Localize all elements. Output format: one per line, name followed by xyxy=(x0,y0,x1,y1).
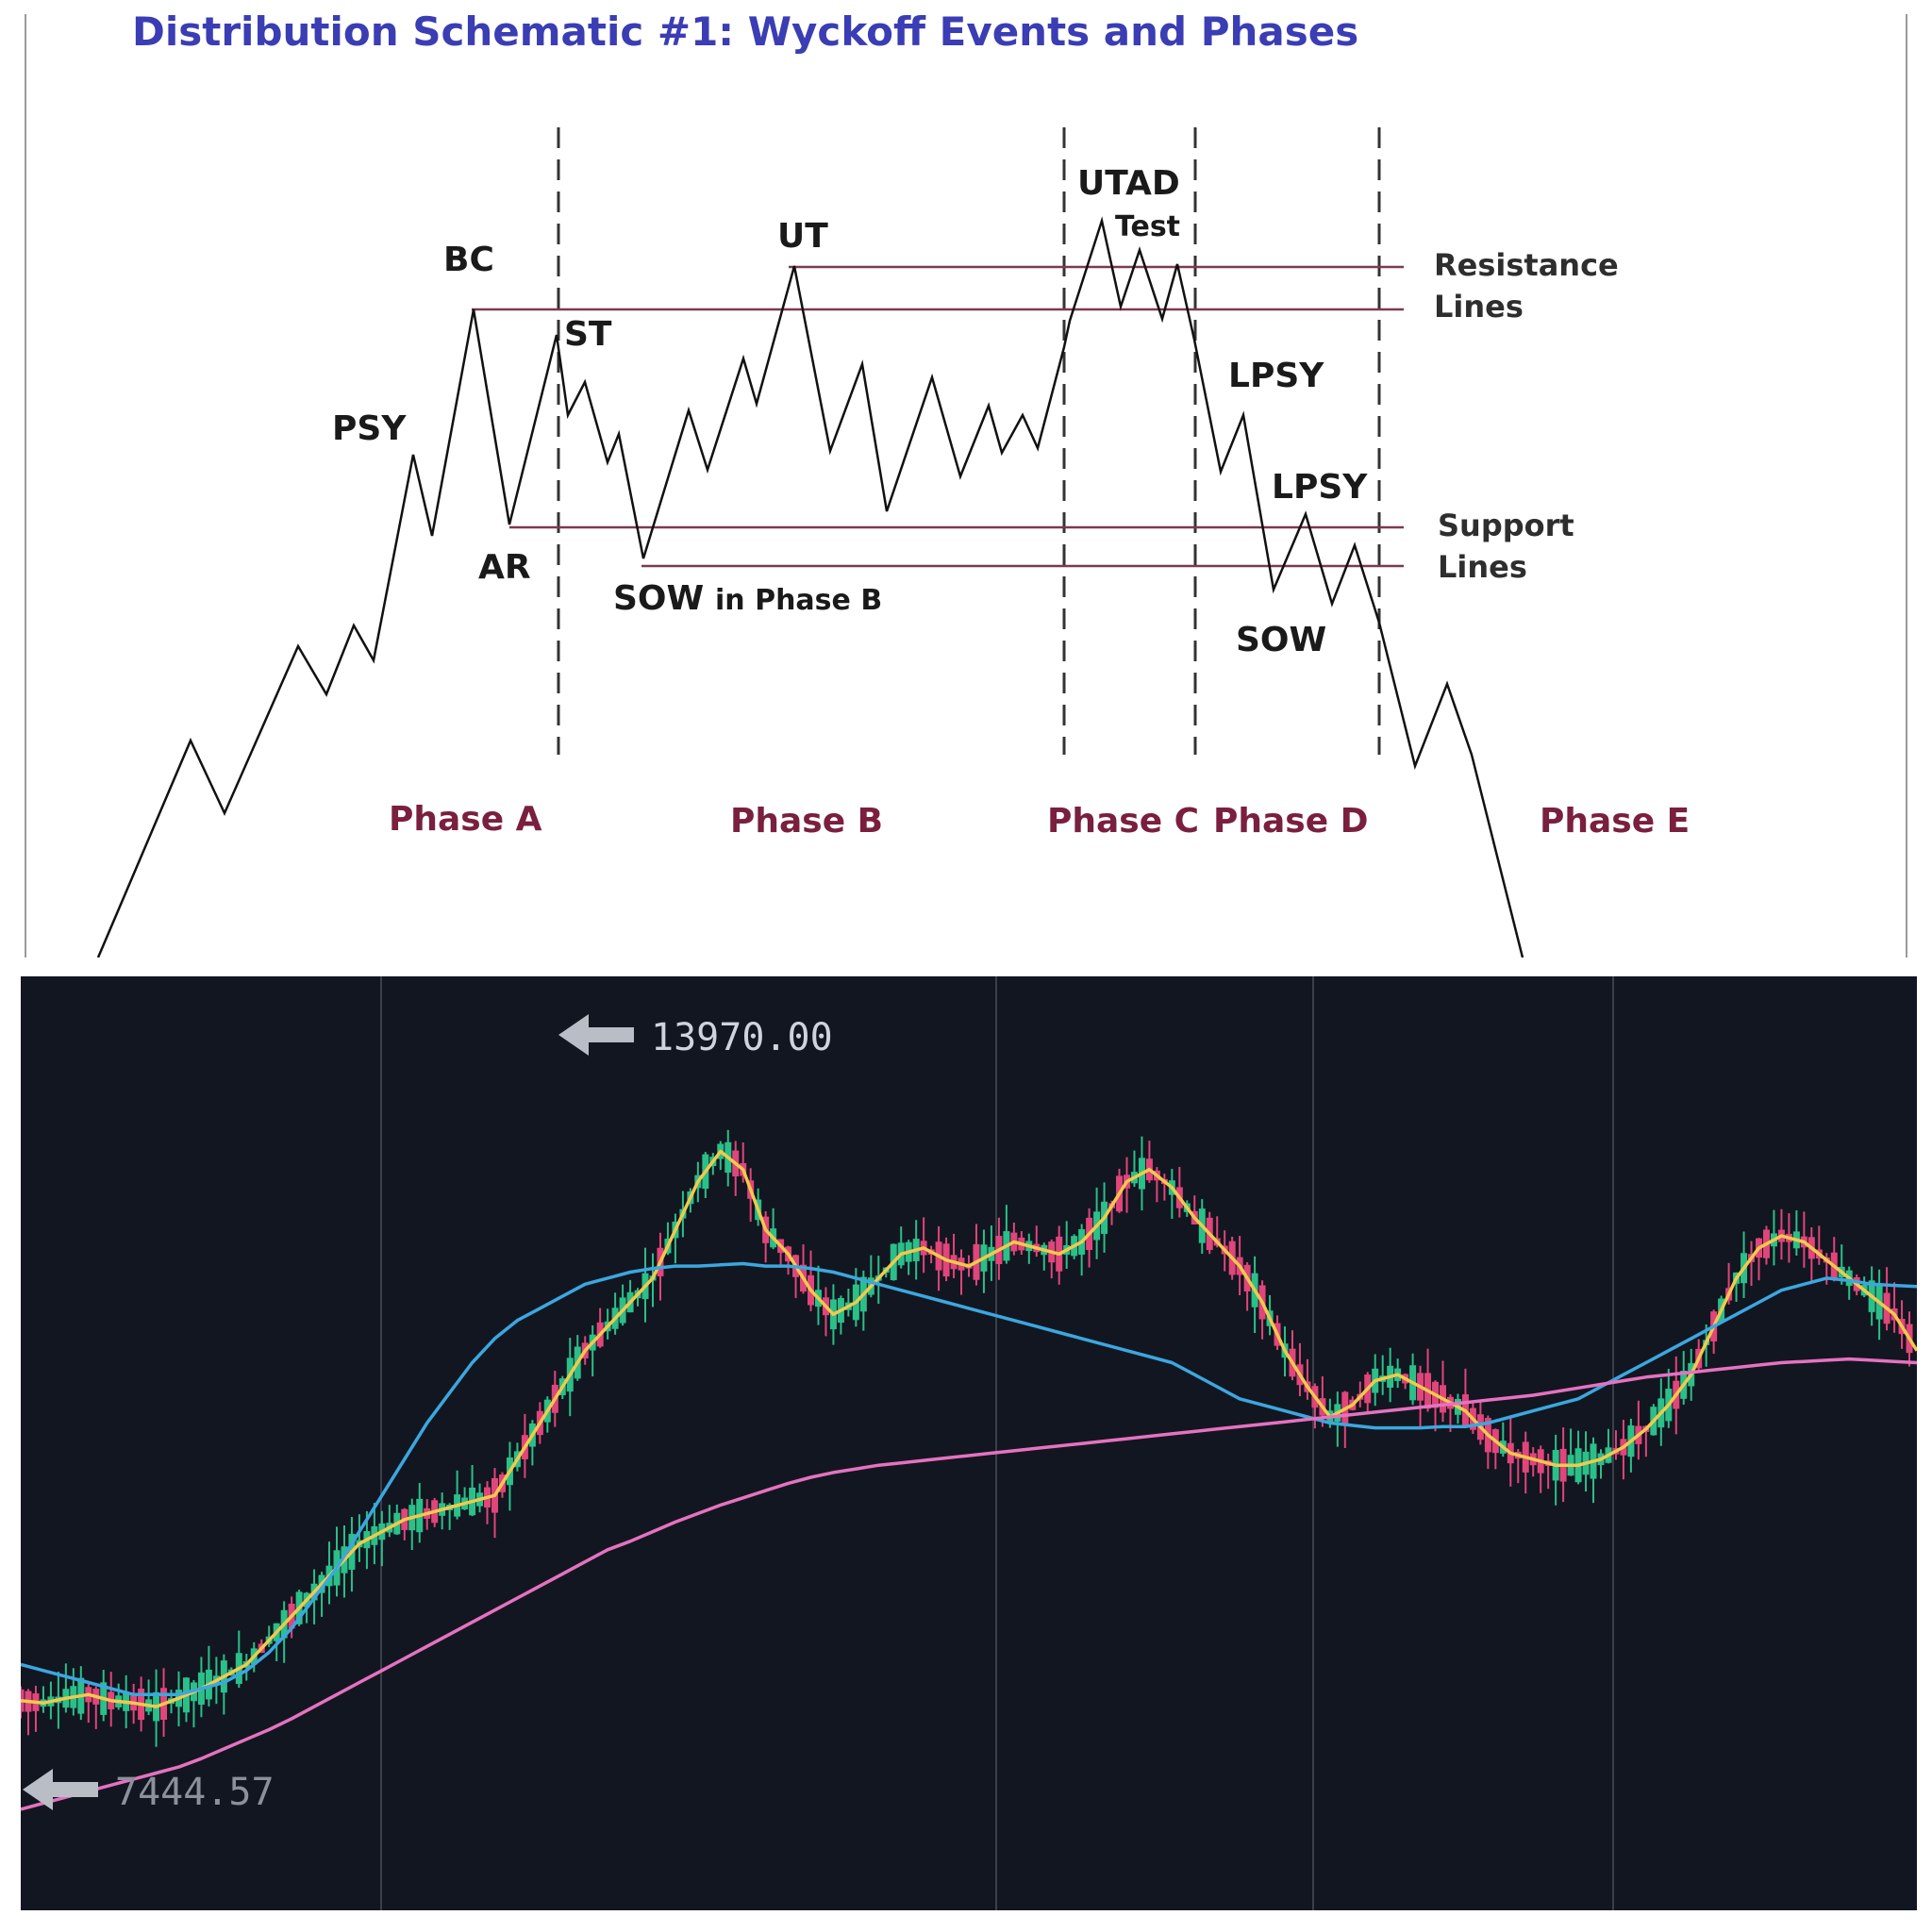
low-price-label: 7444.57 xyxy=(115,1771,275,1814)
high-price-annotation: 13970.00 xyxy=(558,1014,833,1059)
label-bc: BC xyxy=(443,241,494,279)
left-arrow-icon xyxy=(23,1769,98,1810)
moving-averages-layer xyxy=(21,1149,1917,1811)
high-price-label: 13970.00 xyxy=(651,1016,833,1059)
resistance-label-line1: Resistance xyxy=(1434,247,1619,283)
low-price-annotation: 7444.57 xyxy=(23,1769,275,1814)
ma-slow-line xyxy=(21,1357,1917,1811)
wyckoff-schematic: Distribution Schematic #1: Wyckoff Event… xyxy=(0,0,1932,958)
label-lpsy-2: LPSY xyxy=(1272,468,1368,507)
ma-mid-line xyxy=(21,1261,1917,1697)
schematic-title: Distribution Schematic #1: Wyckoff Event… xyxy=(132,8,1358,55)
resistance-label-line2: Lines xyxy=(1434,289,1524,325)
left-arrow-icon xyxy=(558,1014,634,1056)
price-path xyxy=(96,216,1524,958)
phase-b-label: Phase B xyxy=(730,802,883,841)
price-chart: 13970.00 7444.57 xyxy=(21,976,1917,1910)
phase-e-label: Phase E xyxy=(1540,802,1690,841)
label-ut: UT xyxy=(777,217,828,256)
label-psy: PSY xyxy=(332,409,407,448)
label-sow-phase-b-sub: in Phase B xyxy=(715,584,882,617)
level-lines xyxy=(472,265,1404,568)
phase-d-label: Phase D xyxy=(1213,802,1369,841)
label-utad: UTAD xyxy=(1077,164,1180,203)
label-sow-phase-b: SOW xyxy=(613,579,704,618)
support-label-line2: Lines xyxy=(1438,549,1527,585)
chart-background xyxy=(21,976,1917,1910)
phase-c-label: Phase C xyxy=(1047,802,1199,841)
phase-dividers xyxy=(557,127,1381,755)
label-test: Test xyxy=(1115,210,1180,243)
label-sow: SOW xyxy=(1236,621,1326,659)
support-label-line1: Support xyxy=(1438,508,1574,543)
label-st: ST xyxy=(564,315,612,354)
vertical-gridlines xyxy=(380,976,1614,1910)
label-lpsy-1: LPSY xyxy=(1228,357,1324,395)
label-ar: AR xyxy=(478,548,531,587)
phase-a-label: Phase A xyxy=(389,800,542,839)
